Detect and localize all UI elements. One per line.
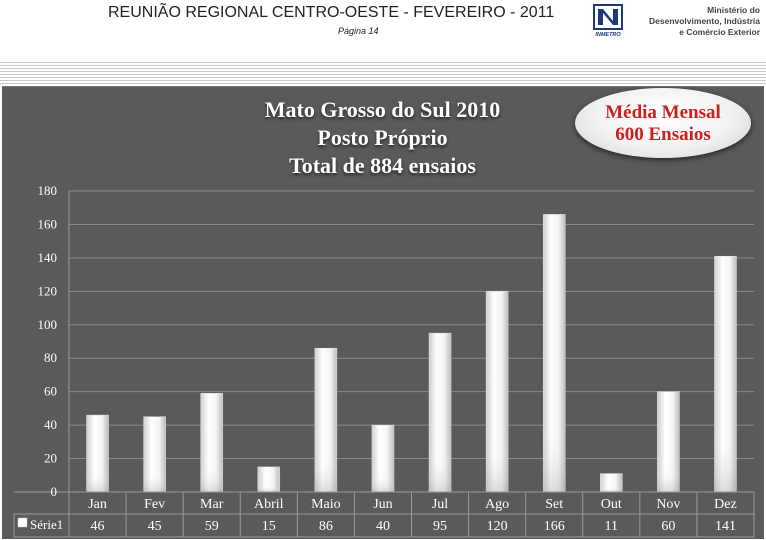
ministry-line: Desenvolvimento, Indústria [649, 16, 760, 26]
y-tick-label: 0 [51, 484, 58, 499]
bar-shade-maio [314, 348, 337, 492]
y-tick-label: 180 [38, 183, 58, 198]
chart-title-line: Mato Grosso do Sul 2010 [264, 97, 501, 122]
y-tick-label: 40 [44, 417, 57, 432]
monthly-average-badge: Média Mensal 600 Ensaios [575, 88, 751, 158]
inmetro-logo-text: INMETRO [595, 32, 621, 38]
legend-series-name: Série1 [30, 517, 63, 532]
ministry-line: e Comércio Exterior [679, 27, 760, 37]
legend-swatch [17, 517, 28, 528]
bar-shade-abril [257, 466, 280, 492]
page-number-label: Página 14 [338, 26, 379, 36]
ministry-name: Ministério do Desenvolvimento, Indústria… [632, 5, 760, 38]
chart-title: Mato Grosso do Sul 2010 Posto Próprio To… [200, 96, 565, 180]
x-category-label: Mar [200, 497, 224, 512]
x-category-label: Jun [373, 497, 392, 512]
bar-shade-jul [429, 333, 452, 492]
y-tick-label: 160 [38, 216, 58, 231]
bar-shade-fev [143, 416, 166, 492]
data-value-label: 40 [376, 519, 390, 534]
x-category-label: Jul [432, 497, 448, 512]
x-category-label: Maio [311, 497, 341, 512]
bar-shade-set [543, 214, 566, 492]
bar-shade-dez [714, 256, 737, 492]
data-value-label: 46 [91, 519, 105, 534]
bar-shade-nov [657, 391, 680, 492]
chart-title-line: Total de 884 ensaios [289, 153, 476, 178]
bar-shade-jun [371, 425, 394, 492]
data-value-label: 120 [487, 519, 508, 534]
x-category-label: Jan [88, 497, 107, 512]
data-value-label: 45 [148, 519, 162, 534]
x-category-label: Dez [714, 497, 737, 512]
badge-line-tests: 600 Ensaios [615, 124, 711, 145]
x-category-label: Abril [254, 497, 284, 512]
y-tick-label: 20 [44, 451, 57, 466]
data-value-label: 95 [433, 519, 447, 534]
chart-title-line: Posto Próprio [317, 125, 448, 150]
bar-shade-jan [86, 415, 109, 492]
y-tick-label: 80 [44, 350, 57, 365]
report-header-title: REUNIÃO REGIONAL CENTRO-OESTE - FEVEREIR… [108, 4, 555, 21]
x-category-label: Fev [144, 497, 165, 512]
x-category-label: Nov [656, 497, 680, 512]
x-category-label: Ago [485, 497, 509, 512]
inmetro-logo-icon: INMETRO [593, 4, 623, 38]
data-value-label: 86 [319, 519, 333, 534]
bar-shade-mar [200, 393, 223, 492]
inmetro-logo-block: INMETRO Ministério do Desenvolvimento, I… [592, 3, 760, 39]
y-tick-label: 60 [44, 384, 57, 399]
y-tick-label: 100 [38, 317, 58, 332]
x-category-label: Set [545, 497, 563, 512]
bar-shade-out [600, 473, 623, 492]
data-value-label: 11 [605, 519, 618, 534]
header-divider-stripes [0, 62, 766, 84]
data-value-label: 59 [205, 519, 219, 534]
bar-shade-ago [486, 291, 509, 492]
data-value-label: 141 [715, 519, 736, 534]
badge-line-average: Média Mensal [605, 102, 721, 123]
ministry-line: Ministério do [707, 5, 760, 15]
x-category-label: Out [601, 497, 622, 512]
data-value-label: 15 [262, 519, 276, 534]
data-value-label: 60 [661, 519, 675, 534]
y-tick-label: 120 [38, 283, 58, 298]
data-value-label: 166 [544, 519, 565, 534]
y-tick-label: 140 [38, 250, 58, 265]
